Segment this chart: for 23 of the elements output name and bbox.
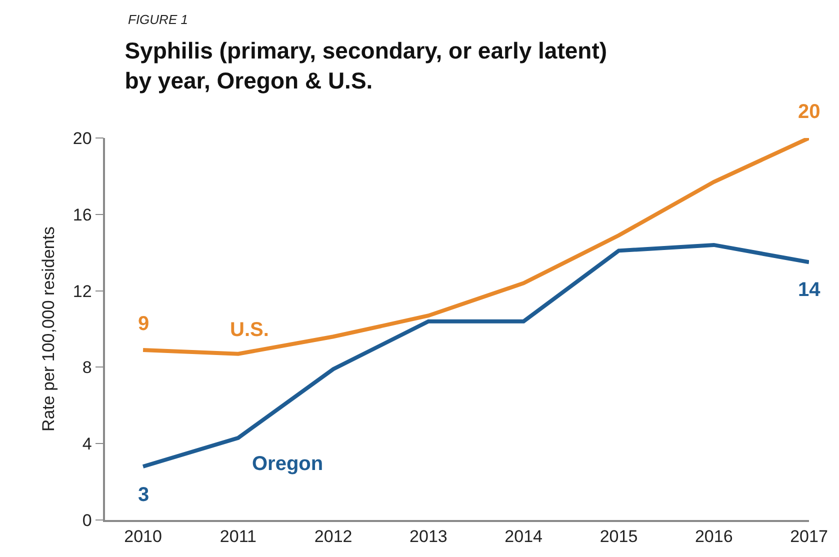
x-tick-label: 2016 bbox=[694, 527, 733, 546]
x-tick-label: 2015 bbox=[600, 527, 638, 546]
data-label: 9 bbox=[138, 313, 150, 335]
y-tick-label: 12 bbox=[72, 282, 92, 301]
x-tick-label: 2010 bbox=[124, 527, 162, 546]
series-label: U.S. bbox=[230, 319, 269, 341]
data-label: 20 bbox=[798, 101, 820, 123]
x-tick-label: 2012 bbox=[314, 527, 352, 546]
y-tick-label: 0 bbox=[82, 510, 92, 530]
chart-title: Syphilis (primary, secondary, or early latent) by year, Oregon & U.S. bbox=[124, 37, 608, 94]
x-tick-label: 2017 bbox=[790, 527, 828, 546]
y-tick-label: 20 bbox=[72, 128, 92, 148]
caption: FIGURE 1 bbox=[128, 12, 188, 27]
y-tick-label: 16 bbox=[72, 205, 92, 224]
data-label: 3 bbox=[138, 484, 150, 506]
data-label: 14 bbox=[798, 279, 822, 301]
y-tick-label: 4 bbox=[82, 434, 92, 454]
x-tick-label: 2011 bbox=[220, 527, 256, 546]
series-label: Oregon bbox=[252, 453, 324, 475]
x-tick-label: 2014 bbox=[504, 527, 543, 546]
x-tick-label: 2013 bbox=[410, 527, 448, 546]
y-axis-title: Rate per 100,000 residents bbox=[38, 226, 58, 432]
y-tick-label: 8 bbox=[82, 358, 92, 378]
